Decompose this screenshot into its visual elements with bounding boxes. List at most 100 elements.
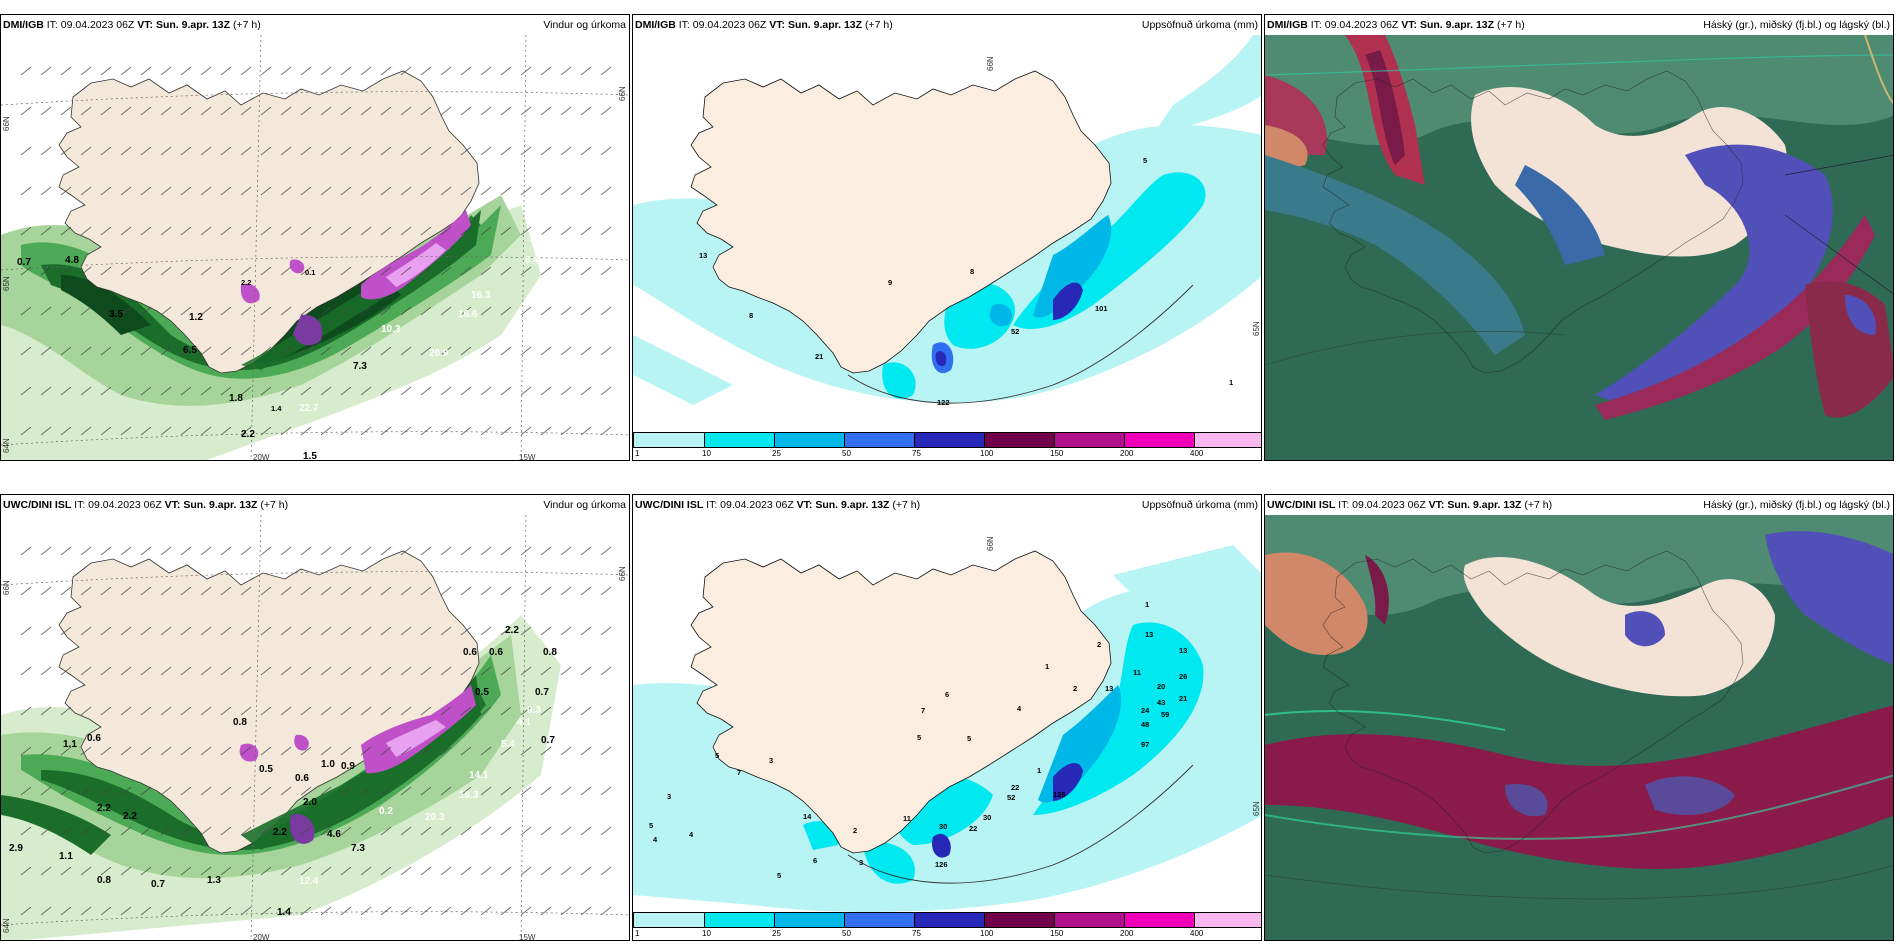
model-name: DMI/IGB [3,19,44,31]
panel-title: Háský (gr.), miðský (fj.bl.) og lágský (… [1703,19,1890,31]
value-label: 6.4 [525,255,539,266]
lat-label: 66N [2,116,11,131]
value-label: 48 [1141,720,1149,729]
colorbar-tick: 75 [912,929,921,938]
value-label: 2.2 [123,811,137,822]
lon-label: 20W [253,453,270,461]
colorbar-tick: 10 [702,449,711,458]
value-label: 10.3 [381,324,401,335]
value-label: 20.9 [429,348,449,359]
value-label: 59 [1161,710,1169,719]
lat-label: 66N [618,566,627,581]
colorbar-tick: 25 [772,929,781,938]
panel-title: Uppsöfnuð úrkoma (mm) [1141,19,1258,31]
wind-barbs [20,66,612,436]
map-area: 5 13 8 8 9 21 52 101 122 1 66N 65N [633,35,1261,460]
colorbar-swatch [914,432,984,448]
graticule [1,35,629,460]
colorbar-swatch [704,432,774,448]
precip-values: 0.7 4.8 3.5 1.2 6.5 1.8 2.2 1.5 7.3 10.3… [17,215,545,460]
value-label: 13 [699,251,707,260]
lat-label: 65N [1252,321,1261,336]
value-label: 26 [1179,672,1187,681]
colorbar-swatch [704,912,774,928]
value-label: 7 [737,768,741,777]
value-label: 20.3 [425,812,445,823]
value-label: 5 [1143,156,1147,165]
value-label: 1 [1145,600,1149,609]
map-panel-accum-precip-uwc: UWC/DINI ISL IT: 09.04.2023 06Z VT: Sun.… [632,494,1262,941]
colorbar-swatch [1054,912,1124,928]
value-label: 0.5 [259,764,273,775]
valid-time-label: VT: [796,499,813,511]
model-name: UWC/DINI ISL [635,499,704,511]
map-panel-clouds-uwc: UWC/DINI ISL IT: 09.04.2023 06Z VT: Sun.… [1264,494,1894,941]
init-time: IT: 09.04.2023 06Z [1338,499,1426,511]
value-label: 24 [1141,706,1150,715]
value-label: 0.8 [543,647,557,658]
value-label: 3 [667,792,671,801]
lat-label: 66N [618,86,627,101]
value-label: 4 [1017,704,1022,713]
valid-time-label: VT: [1401,19,1418,31]
value-label: 16.3 [471,290,491,301]
map-panel-clouds-dmi: DMI/IGB IT: 09.04.2023 06Z VT: Sun. 9.ap… [1264,14,1894,461]
value-label: 1.1 [531,215,545,226]
colorbar-swatch [984,432,1054,448]
value-label: 1.0 [529,233,543,244]
valid-time: Sun. 9.apr. 13Z [183,499,258,511]
init-time: IT: 09.04.2023 06Z [46,19,135,31]
value-label: 5.4 [501,739,515,750]
colorbar-tick: 25 [772,449,781,458]
precip-colorbar: 1 10 25 50 75 100 150 200 400 [633,912,1261,940]
value-label: 7 [921,706,925,715]
value-label: 3.5 [109,309,123,320]
lead-time: (+7 h) [864,19,893,31]
value-label: 16.6 [458,309,478,320]
lon-label: 20W [253,933,270,941]
value-label: 14.1 [469,770,489,781]
colorbar-swatch [844,912,914,928]
value-label: 13 [1105,684,1113,693]
init-time: IT: 09.04.2023 06Z [74,499,162,511]
value-label: 0.6 [489,647,503,658]
panel-title: Háský (gr.), miðský (fj.bl.) og lágský (… [1703,499,1890,511]
panel-header: UWC/DINI ISL IT: 09.04.2023 06Z VT: Sun.… [1,495,629,515]
value-label: 0.1 [305,268,315,277]
graticule [1,515,629,940]
colorbar-tick: 10 [702,929,711,938]
value-label: 9 [888,278,892,287]
value-label: 1 [1229,378,1233,387]
value-label: 52 [1007,793,1015,802]
colorbar-tick: 1 [635,449,640,458]
lat-label: 65N [2,276,11,291]
model-name: UWC/DINI ISL [3,499,72,511]
value-label: 2.2 [505,625,519,636]
precip-values: 5 13 8 8 9 21 52 101 122 1 66N 65N [699,56,1261,407]
wind-barbs [20,546,612,916]
value-label: 1 [1037,766,1041,775]
valid-time: Sun. 9.apr. 13Z [1447,499,1522,511]
value-label: 122 [937,398,950,407]
value-label: 4 [689,830,694,839]
value-label: 21 [1179,694,1187,703]
value-label: 2.2 [97,803,111,814]
value-label: 1.4 [277,907,291,918]
value-label: 0.6 [295,773,309,784]
value-label: 7.3 [351,843,365,854]
value-label: 2.2 [241,429,255,440]
value-label: 1.2 [189,312,203,323]
value-label: 2.0 [303,797,317,808]
lead-time: (+7 h) [892,499,921,511]
value-label: 6.5 [183,345,197,356]
value-label: 1.3 [207,875,221,886]
precip-values: 0.6 0.6 0.8 2.2 0.5 0.7 0.3 0.6 1.1 2.2 … [9,625,557,918]
lead-time: (+7 h) [1496,19,1525,31]
init-time: IT: 09.04.2023 06Z [1310,19,1399,31]
lat-label: 64N [2,438,11,453]
value-label: 2 [853,826,857,835]
value-label: 4.6 [327,829,341,840]
valid-time-label: VT: [1428,499,1445,511]
value-label: 0.8 [97,875,111,886]
colorbar-tick: 50 [842,929,851,938]
